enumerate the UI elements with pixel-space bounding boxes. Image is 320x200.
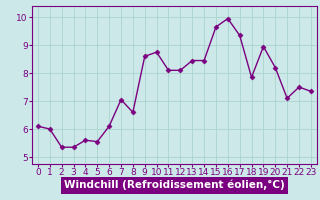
- X-axis label: Windchill (Refroidissement éolien,°C): Windchill (Refroidissement éolien,°C): [64, 180, 285, 190]
